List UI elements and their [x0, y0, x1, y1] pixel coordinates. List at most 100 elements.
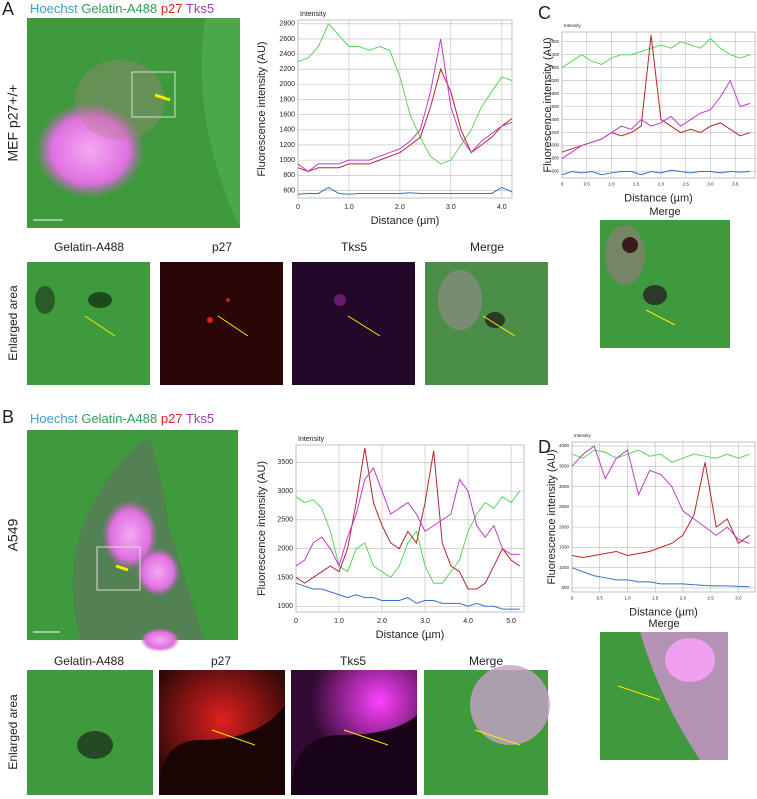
- y-axis-title: Fluorescence intensity (AU): [256, 461, 268, 596]
- micrograph: [27, 430, 238, 652]
- x-tick-label: 1.0: [624, 596, 631, 601]
- series-line: [571, 449, 750, 463]
- stain-label: Gelatin-A488: [78, 1, 158, 16]
- y-axis-title: Fluorescence intensity (AU): [542, 37, 554, 172]
- stain-legend: Hoechst Gelatin-A488 p27 Tks5: [30, 1, 214, 16]
- stain-label: Gelatin-A488: [78, 411, 158, 426]
- merge-image: [600, 632, 728, 760]
- x-tick-label: 2.0: [395, 204, 405, 211]
- stain-label: Hoechst: [30, 411, 78, 426]
- y-tick-label: 3500: [559, 464, 570, 469]
- x-axis-title: Distance (µm): [624, 192, 693, 204]
- y-tick-label: 2200: [549, 65, 560, 70]
- y-tick-label: 4000: [559, 443, 570, 448]
- y-tick-label: 2500: [277, 517, 293, 524]
- x-tick-label: 3.0: [735, 596, 742, 601]
- channel-title: p27: [211, 654, 231, 668]
- x-tick-label: 0: [571, 596, 574, 601]
- y-tick-label: 1000: [559, 565, 570, 570]
- y-tick-label: 1000: [279, 157, 295, 164]
- x-tick-label: 2.5: [683, 182, 690, 187]
- x-tick-label: 1.5: [633, 182, 640, 187]
- series-line: [297, 67, 513, 173]
- series-line: [297, 38, 513, 173]
- y-tick-label: 800: [283, 172, 295, 179]
- series-line: [561, 79, 751, 159]
- x-axis-title: Distance (µm): [629, 606, 698, 618]
- enlarged-label: Enlarged area: [6, 694, 20, 770]
- y-tick-label: 1800: [279, 96, 295, 103]
- axis-note: Intensity: [564, 23, 582, 28]
- channel-title: Gelatin-A488: [54, 654, 124, 668]
- y-tick-label: 2600: [549, 39, 560, 44]
- x-tick-label: 0.5: [584, 182, 591, 187]
- enlarged-images: [27, 665, 550, 795]
- x-tick-label: 3.0: [446, 204, 456, 211]
- y-tick-label: 800: [551, 156, 559, 161]
- series-line: [295, 582, 520, 610]
- y-tick-label: 2800: [279, 21, 295, 28]
- series-line: [561, 37, 751, 69]
- channel-title: Tks5: [340, 654, 366, 668]
- y-tick-label: 2000: [279, 81, 295, 88]
- x-tick-label: 1.5: [652, 596, 659, 601]
- y-tick-label: 1400: [549, 117, 560, 122]
- x-tick-label: 1.0: [334, 618, 344, 625]
- micrograph: [27, 18, 240, 228]
- y-tick-label: 1200: [279, 142, 295, 149]
- panel-letter: C: [538, 3, 551, 23]
- x-tick-label: 2.0: [377, 618, 387, 625]
- stain-legend: Hoechst Gelatin-A488 p27 Tks5: [30, 411, 214, 426]
- x-tick-label: 2.5: [708, 596, 715, 601]
- channel-title: p27: [212, 240, 232, 254]
- x-tick-label: 2.0: [680, 596, 687, 601]
- y-tick-label: 600: [283, 187, 295, 194]
- channel-title: Merge: [649, 206, 680, 218]
- stain-label: p27: [157, 1, 182, 16]
- x-tick-label: 2.0: [658, 182, 665, 187]
- y-tick-label: 1800: [549, 91, 560, 96]
- x-tick-label: 3.0: [420, 618, 430, 625]
- axis-note: Intensity: [574, 433, 592, 438]
- y-axis-title: Fluorescence intensity (AU): [256, 41, 268, 176]
- x-tick-label: 0.5: [597, 596, 604, 601]
- y-tick-label: 2000: [549, 78, 560, 83]
- y-tick-label: 1500: [559, 545, 570, 550]
- merge-image: [600, 220, 730, 348]
- cell-line: MEF p27+/+: [5, 84, 21, 161]
- series-line: [561, 169, 751, 176]
- series-line: [295, 467, 520, 568]
- y-tick-label: 3000: [277, 488, 293, 495]
- y-tick-label: 2000: [559, 524, 570, 529]
- axis-note: Intensity: [300, 11, 327, 18]
- y-tick-label: 1500: [277, 574, 293, 581]
- y-tick-label: 500: [561, 585, 569, 590]
- x-tick-label: 3.0: [707, 182, 714, 187]
- stain-label: Hoechst: [30, 1, 78, 16]
- x-axis-title: Distance (µm): [376, 629, 445, 641]
- x-axis-title: Distance (µm): [371, 215, 440, 227]
- y-tick-label: 2500: [559, 504, 570, 509]
- y-tick-label: 1400: [279, 127, 295, 134]
- y-tick-label: 2400: [549, 52, 560, 57]
- x-tick-label: 0: [294, 618, 298, 625]
- x-tick-label: 0: [561, 182, 564, 187]
- y-tick-label: 2200: [279, 66, 295, 73]
- series-line: [571, 445, 750, 544]
- plot-area: [297, 19, 513, 199]
- plot-area: [295, 444, 525, 613]
- x-tick-label: 5.0: [506, 618, 516, 625]
- series-line: [295, 447, 520, 590]
- series-line: [297, 22, 513, 165]
- stain-label: Tks5: [183, 1, 215, 16]
- stain-label: p27: [157, 411, 182, 426]
- panel-letter: D: [538, 437, 551, 457]
- y-tick-label: 2000: [277, 545, 293, 552]
- channel-title: Merge: [470, 240, 504, 254]
- y-tick-label: 3000: [559, 484, 570, 489]
- channel-title: Tks5: [341, 240, 367, 254]
- x-tick-label: 0: [296, 204, 300, 211]
- y-tick-label: 1600: [549, 104, 560, 109]
- enlarged-images: [27, 262, 548, 385]
